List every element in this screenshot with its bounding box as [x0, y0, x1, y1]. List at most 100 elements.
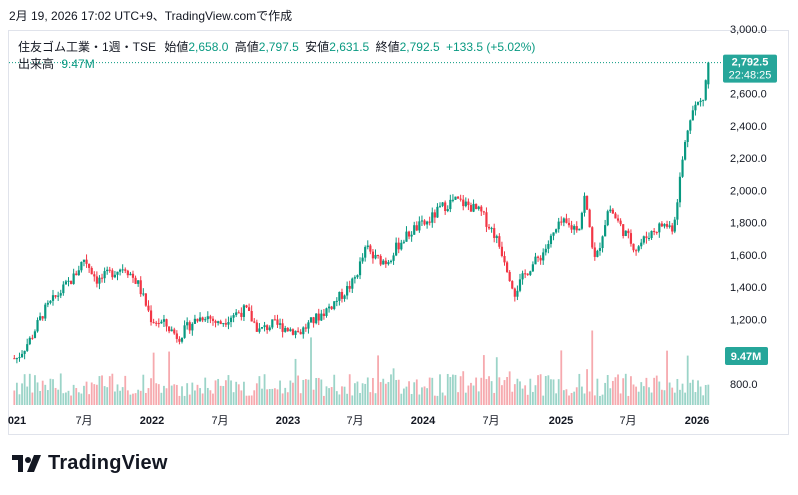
candle-body: [529, 271, 532, 275]
volume-bar: [444, 395, 447, 405]
candle-body: [338, 291, 341, 301]
volume-bar: [402, 388, 405, 405]
candle-body: [580, 212, 584, 229]
volume-bar: [503, 380, 506, 405]
volume-bar: [199, 388, 201, 405]
volume-bar: [539, 374, 542, 405]
candle-body: [49, 300, 52, 303]
candle-body: [263, 325, 266, 328]
volume-bar: [341, 386, 343, 405]
volume-bar: [490, 381, 493, 405]
candle-body: [549, 235, 553, 245]
candle-body: [46, 302, 49, 305]
candle-body: [155, 322, 158, 324]
candle-body: [585, 195, 589, 210]
candle-body: [361, 257, 364, 262]
volume-bar: [157, 384, 160, 405]
volume-bar: [304, 379, 307, 405]
volume-bar: [707, 384, 710, 405]
candle-body: [242, 305, 246, 317]
candle-body: [467, 201, 470, 206]
volume-bar: [235, 381, 238, 405]
candle-body: [346, 286, 349, 296]
volume-bar: [137, 389, 140, 405]
volume-bar: [697, 380, 699, 405]
high-label: 高値: [234, 40, 259, 54]
candle-body: [191, 323, 194, 331]
candle-body: [451, 199, 455, 201]
candle-body: [671, 225, 674, 232]
volume-bar: [704, 384, 707, 405]
volume-bar: [170, 385, 173, 405]
volume-bar: [586, 369, 588, 405]
candle-body: [152, 322, 155, 324]
volume-bar: [317, 377, 320, 405]
volume-bar: [232, 392, 235, 405]
volume-bar: [70, 395, 72, 405]
candle-body: [591, 227, 594, 248]
volume-bar: [227, 375, 230, 405]
low-label: 安値: [305, 40, 330, 54]
candle-body: [616, 218, 620, 221]
volume-bar: [36, 382, 39, 405]
candle-body: [196, 318, 199, 322]
volume-bar: [188, 394, 191, 405]
candle-body: [77, 270, 80, 276]
candle-body: [707, 62, 710, 85]
candle-body: [413, 225, 416, 235]
volume-bar: [668, 382, 671, 405]
candle-body: [588, 209, 591, 228]
volume-bar: [219, 385, 222, 405]
volume-bar: [217, 378, 220, 405]
y-tick-label: 2,200.0: [730, 153, 767, 165]
volume-bar: [325, 386, 328, 405]
tradingview-logo[interactable]: TradingView: [12, 452, 168, 475]
candle-body: [291, 329, 295, 335]
candle-body: [266, 325, 269, 330]
chart-frame: [8, 30, 789, 435]
volume-bar: [410, 393, 413, 405]
y-tick-label: 1,600.0: [730, 250, 767, 262]
volume-bar: [333, 374, 336, 405]
candle-body: [472, 203, 475, 212]
volume-bar: [495, 357, 498, 405]
candle-body: [477, 206, 480, 209]
tradingview-brand: TradingView: [48, 452, 168, 474]
volume-bar: [132, 393, 134, 405]
volume-bar: [124, 375, 127, 405]
volume-bar: [255, 383, 258, 405]
volume-bar: [648, 387, 650, 405]
candle-body: [302, 327, 305, 335]
candle-body: [201, 317, 204, 321]
volume-bar: [114, 391, 116, 405]
volume-bar: [428, 377, 431, 405]
candle-body: [609, 209, 612, 212]
volume-bar: [501, 385, 503, 405]
candle-body: [325, 308, 328, 316]
candle-body: [681, 159, 684, 177]
candle-body: [209, 316, 212, 319]
x-tick-label: 2022: [140, 415, 164, 427]
candle-body: [278, 323, 282, 325]
candle-body: [39, 316, 42, 321]
volume-bar: [421, 387, 423, 405]
candle-body: [356, 275, 359, 278]
volume-bar: [83, 385, 85, 405]
candle-body: [227, 322, 230, 325]
volume-bar: [209, 390, 212, 405]
candle-body: [247, 307, 251, 312]
volume-bar: [462, 371, 465, 405]
candle-body: [526, 273, 529, 275]
candle-body: [281, 323, 284, 332]
volume-bar: [142, 374, 145, 405]
volume-bar: [562, 390, 565, 405]
volume-bar: [126, 390, 129, 405]
volume-bar: [681, 383, 684, 405]
candle-body: [536, 256, 540, 258]
volume-bar: [686, 355, 689, 405]
volume-bar: [52, 379, 54, 405]
candle-body: [64, 281, 68, 285]
volume-bar: [537, 375, 539, 405]
candle-body: [108, 269, 111, 271]
